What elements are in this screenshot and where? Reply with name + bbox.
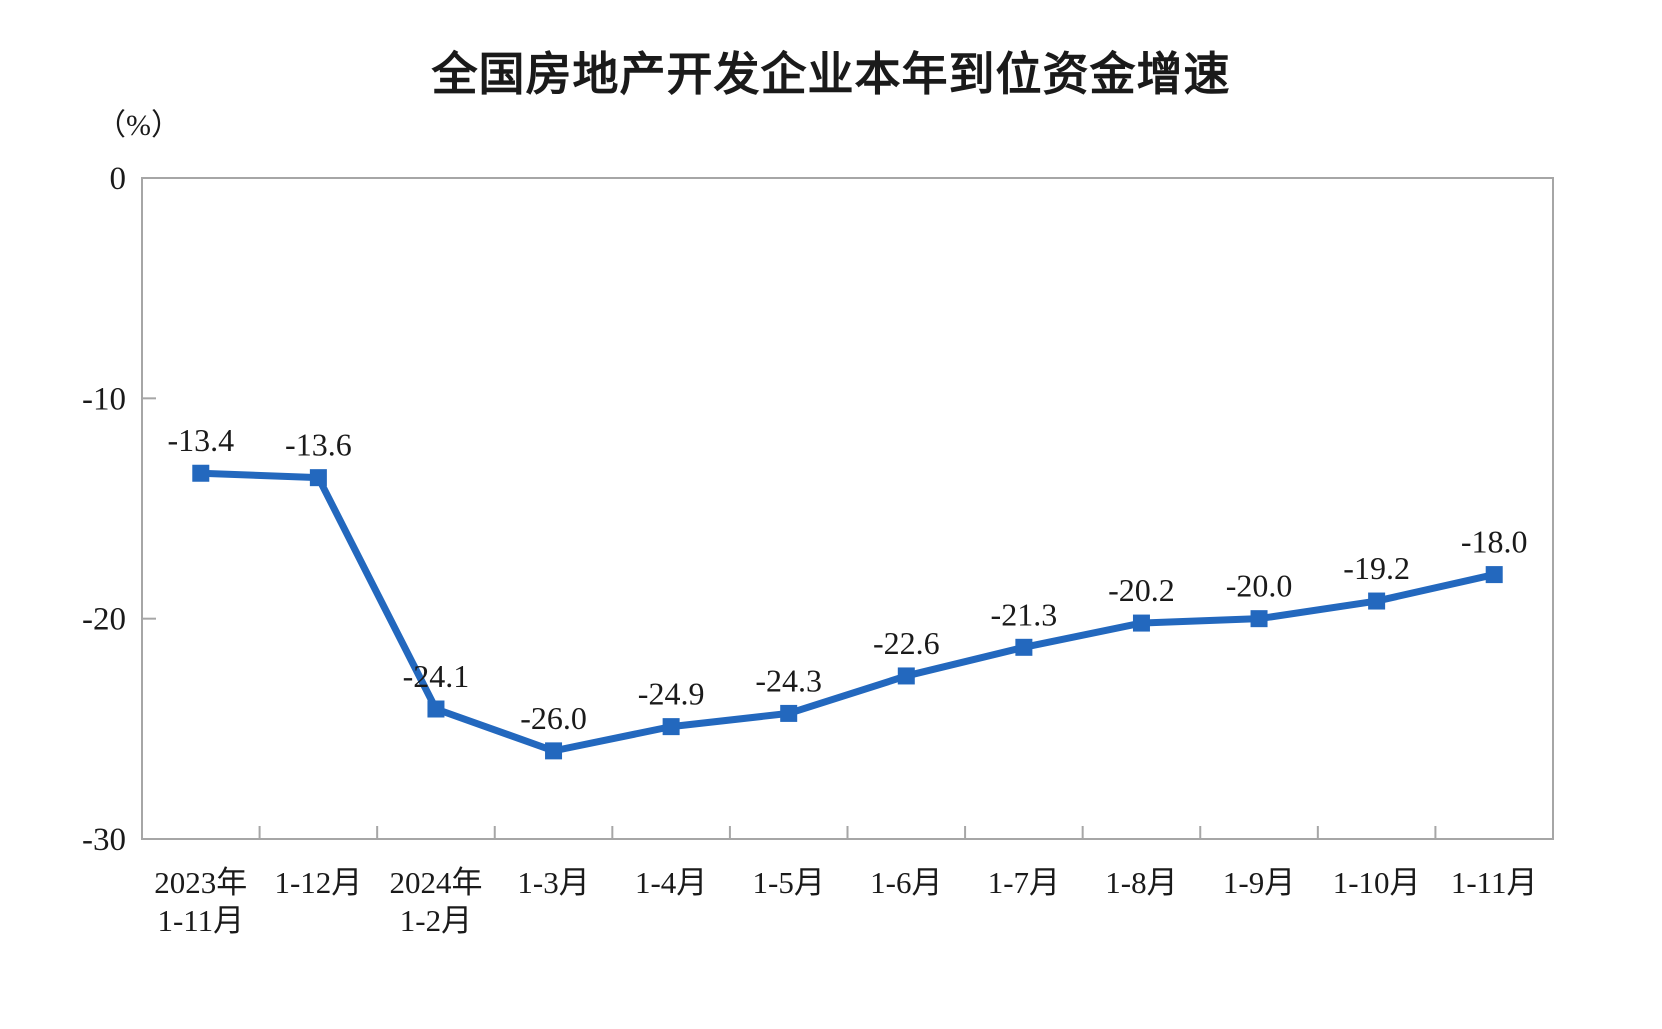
x-category-label: 1-9月: [1223, 865, 1295, 900]
data-point-marker: [309, 469, 327, 487]
data-point-marker: [780, 704, 798, 722]
x-category-label: 1-7月: [988, 865, 1060, 900]
plot-border: [141, 177, 1554, 840]
data-label: -20.0: [1226, 568, 1293, 604]
data-point-marker: [662, 718, 680, 736]
data-label: -24.1: [403, 658, 470, 694]
y-tick-label: -10: [82, 381, 126, 417]
x-category-label: 1-4月: [635, 865, 707, 900]
y-tick-label: -20: [82, 602, 126, 638]
data-point-marker: [545, 742, 563, 760]
y-tick-label: -30: [82, 822, 126, 858]
data-point-marker: [1250, 610, 1268, 628]
x-category-label: 1-11月: [1451, 865, 1538, 900]
data-label: -24.3: [755, 662, 822, 698]
x-category-label: 1-5月: [753, 865, 825, 900]
data-label: -21.3: [991, 596, 1058, 632]
x-category-label: 1-10月: [1333, 865, 1421, 900]
chart-title: 全国房地产开发企业本年到位资金增速: [431, 47, 1231, 101]
data-label: -20.2: [1108, 572, 1175, 608]
data-label: -13.4: [167, 422, 234, 458]
x-category-label: 1-3月: [517, 865, 589, 900]
data-label: -22.6: [873, 625, 940, 661]
x-category-label: 2023年 1-11月: [154, 865, 247, 938]
series-line: [197, 469, 1498, 755]
data-label: -19.2: [1343, 550, 1410, 586]
y-tick-label: 0: [110, 161, 127, 197]
data-label: -18.0: [1461, 524, 1528, 560]
data-point-marker: [1485, 566, 1503, 584]
x-category-label: 1-8月: [1105, 865, 1177, 900]
data-label: -24.9: [638, 676, 705, 712]
data-label: -26.0: [520, 700, 587, 736]
x-category-label: 1-12月: [274, 865, 362, 900]
data-point-marker: [1368, 592, 1386, 610]
data-point-marker: [897, 667, 915, 685]
data-label: -13.6: [285, 427, 352, 463]
data-point-marker: [192, 464, 210, 482]
data-point-marker: [427, 700, 445, 718]
data-point-marker: [1132, 614, 1150, 632]
y-axis-unit-label: （%）: [96, 109, 181, 142]
x-category-label: 2024年 1-2月: [389, 865, 482, 938]
data-point-marker: [1015, 638, 1033, 656]
x-category-label: 1-6月: [870, 865, 942, 900]
